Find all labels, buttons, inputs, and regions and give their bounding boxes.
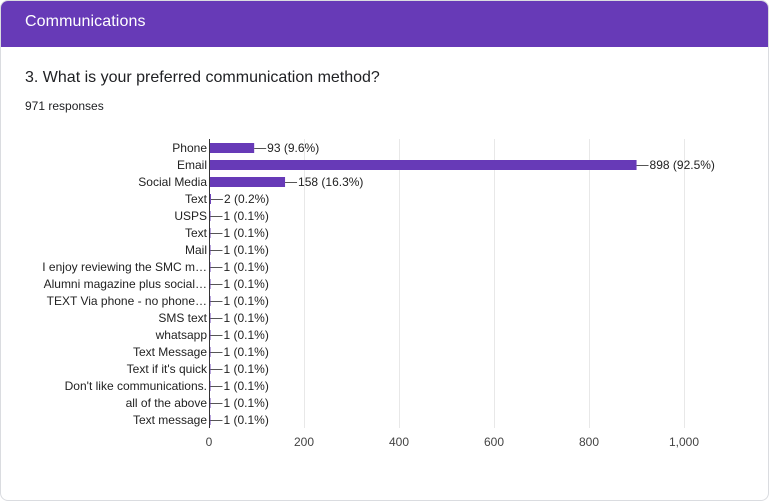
category-label: I enjoy reviewing the SMC m…: [42, 260, 207, 274]
x-tick-label: 1,000: [669, 435, 699, 449]
data-label: 93 (9.6%): [267, 141, 319, 155]
category-label: Text: [185, 226, 208, 240]
section-title: Communications: [25, 13, 146, 30]
data-label: 1 (0.1%): [223, 311, 268, 325]
x-tick-label: 600: [484, 435, 504, 449]
category-label: whatsapp: [155, 328, 208, 342]
data-label: 1 (0.1%): [223, 260, 268, 274]
category-label: USPS: [174, 209, 207, 223]
data-labels: 93 (9.6%) 898 (92.5%) 158 (16.3%) 2 (0.2%) 1…: [210, 141, 715, 427]
data-label: 1 (0.1%): [223, 226, 268, 240]
data-label: 1 (0.1%): [223, 243, 268, 257]
category-label: Text: [185, 192, 208, 206]
category-label: Text Message: [133, 345, 207, 359]
category-label: Text message: [133, 413, 207, 427]
x-tick-label: 800: [579, 435, 599, 449]
bars: [210, 143, 637, 425]
category-label: Email: [177, 158, 207, 172]
section-header: Communications: [1, 1, 768, 47]
category-label: all of the above: [126, 396, 208, 410]
data-label: 1 (0.1%): [223, 379, 268, 393]
bar: [210, 143, 255, 153]
category-label: Text if it's quick: [127, 362, 208, 376]
question-title: 3. What is your preferred communication …: [25, 69, 380, 86]
data-label: 1 (0.1%): [223, 328, 268, 342]
bar: [210, 177, 286, 187]
data-label: 1 (0.1%): [223, 209, 268, 223]
data-label: 1 (0.1%): [223, 277, 268, 291]
category-label: Don't like communications.: [65, 379, 207, 393]
data-label: 158 (16.3%): [298, 175, 363, 189]
x-tick-label: 200: [294, 435, 314, 449]
data-label: 1 (0.1%): [223, 396, 268, 410]
x-tick-label: 400: [389, 435, 409, 449]
grid-lines: [304, 139, 685, 428]
data-label: 2 (0.2%): [224, 192, 269, 206]
category-labels: Phone Email Social Media Text USPS Text Mail I …: [42, 141, 208, 427]
x-tick-label: 0: [206, 435, 213, 449]
category-label: Alumni magazine plus social…: [44, 277, 207, 291]
data-label: 1 (0.1%): [223, 294, 268, 308]
data-label: 1 (0.1%): [223, 345, 268, 359]
data-label: 1 (0.1%): [223, 413, 268, 427]
category-label: TEXT Via phone - no phone…: [47, 294, 207, 308]
bar: [210, 160, 637, 170]
response-count: 971 responses: [25, 99, 104, 113]
category-label: SMS text: [158, 311, 207, 325]
category-label: Phone: [172, 141, 207, 155]
data-label: 898 (92.5%): [650, 158, 715, 172]
bar: [210, 194, 211, 204]
x-axis-ticks: 0 200 400 600 800 1,000: [206, 435, 700, 449]
category-label: Social Media: [138, 175, 207, 189]
data-label: 1 (0.1%): [223, 362, 268, 376]
category-label: Mail: [185, 243, 207, 257]
